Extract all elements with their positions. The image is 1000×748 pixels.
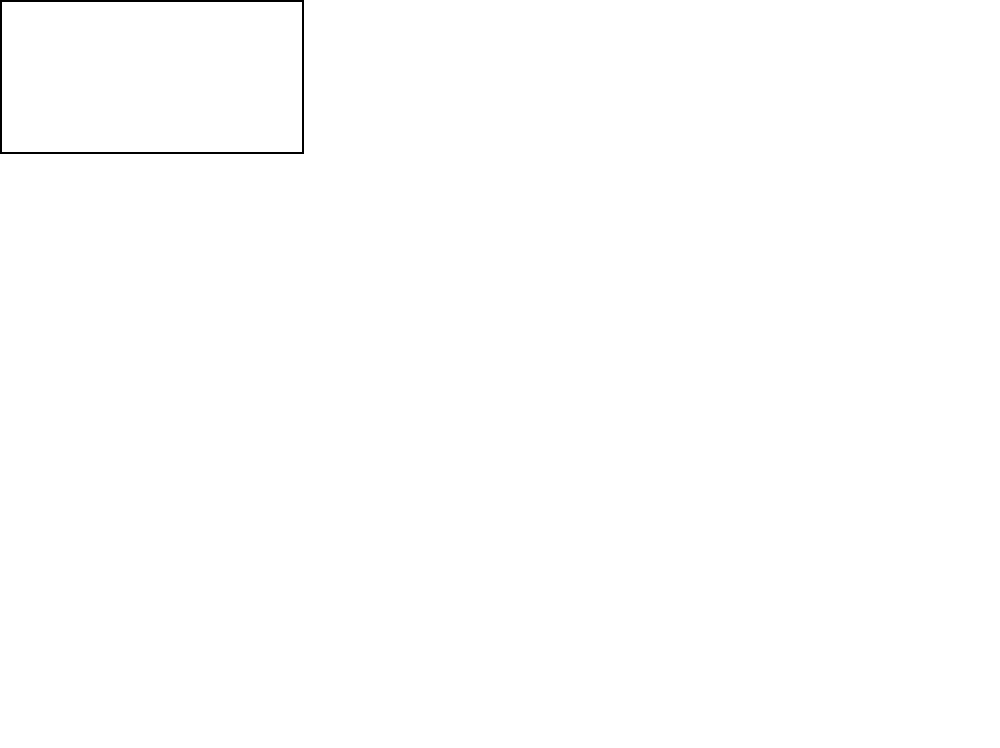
colorbar bbox=[0, 0, 304, 154]
colorbar-canvas bbox=[2, 2, 302, 152]
